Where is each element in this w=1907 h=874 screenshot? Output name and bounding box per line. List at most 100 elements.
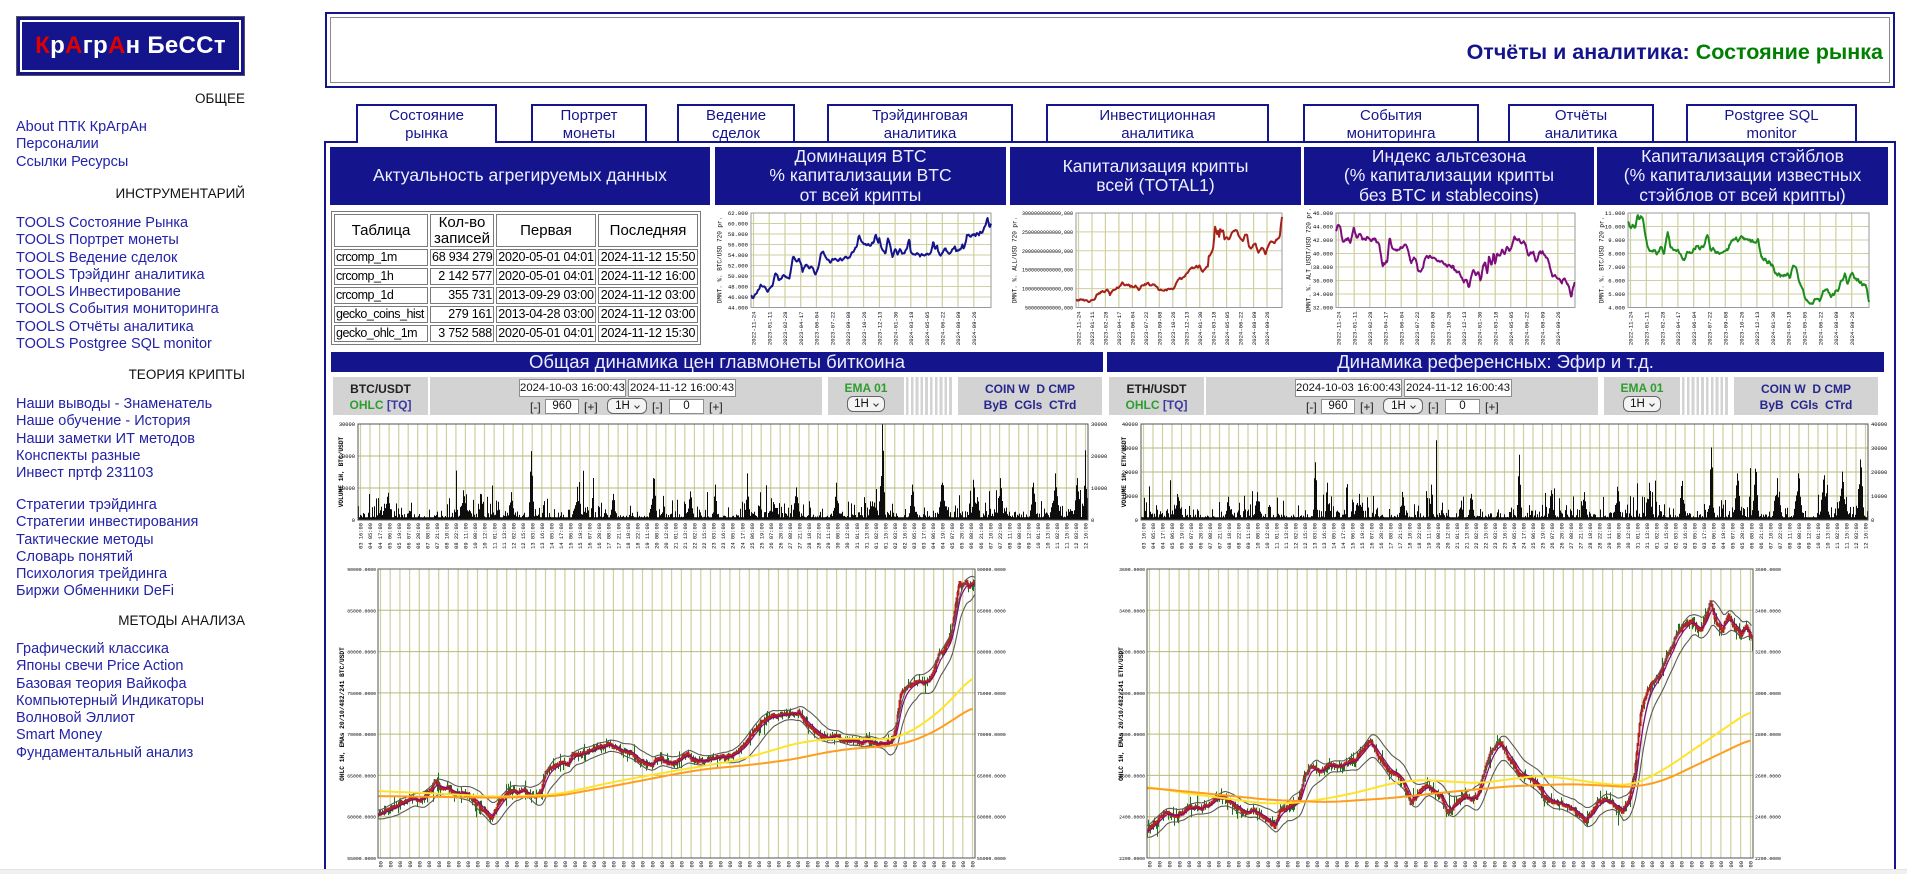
svg-text:02 03:00: 02 03:00 — [1674, 523, 1680, 549]
svg-text:DMNT. %. ALL/USD 720 pr.: DMNT. %. ALL/USD 720 pr. — [1012, 217, 1019, 303]
svg-text:02 03:00: 02 03:00 — [893, 523, 899, 549]
svg-text:80000.0000: 80000.0000 — [347, 650, 376, 656]
svg-text:02 16:00: 02 16:00 — [903, 523, 909, 549]
svg-text:09 00:00: 09 00:00 — [1017, 523, 1023, 549]
svg-text:2024-03-18: 2024-03-18 — [908, 312, 915, 346]
svg-text:06 07:00: 06 07:00 — [406, 523, 412, 549]
svg-text:52.000: 52.000 — [728, 263, 749, 270]
svg-text:15 06:00: 15 06:00 — [553, 861, 559, 874]
svg-text:12 15:00: 12 15:00 — [521, 523, 527, 549]
svg-text:2024-01-30: 2024-01-30 — [1197, 311, 1204, 345]
svg-text:05 20:00: 05 20:00 — [874, 861, 880, 874]
svg-text:05 07:00: 05 07:00 — [1731, 523, 1737, 549]
svg-text:10 12:00: 10 12:00 — [1265, 523, 1271, 549]
svg-text:55000.0000: 55000.0000 — [977, 856, 1006, 862]
svg-text:0: 0 — [352, 518, 355, 524]
svg-text:06 21:00: 06 21:00 — [979, 523, 985, 549]
svg-text:2022-11-24: 2022-11-24 — [1336, 311, 1343, 345]
svg-text:20 00:00: 20 00:00 — [1394, 861, 1400, 874]
svg-text:09 11:00: 09 11:00 — [464, 523, 470, 549]
svg-text:2400.0000: 2400.0000 — [1755, 815, 1781, 821]
svg-text:28 10:00: 28 10:00 — [1522, 861, 1528, 874]
svg-text:07 10:00: 07 10:00 — [893, 861, 899, 874]
svg-text:26 20:00: 26 20:00 — [728, 861, 734, 874]
svg-text:32.000: 32.000 — [1313, 305, 1334, 312]
svg-text:10000: 10000 — [339, 486, 355, 492]
svg-text:01 02:00: 01 02:00 — [806, 861, 812, 874]
svg-text:11 02:00: 11 02:00 — [1055, 523, 1061, 549]
svg-text:08 10:00: 08 10:00 — [456, 861, 462, 874]
svg-text:28 10:00: 28 10:00 — [1588, 523, 1594, 549]
svg-text:04 05:00: 04 05:00 — [388, 861, 394, 874]
svg-text:21 01:00: 21 01:00 — [1455, 523, 1461, 549]
svg-text:01 02:00: 01 02:00 — [874, 523, 880, 549]
svg-text:17 08:00: 17 08:00 — [607, 523, 613, 549]
svg-text:27 21:00: 27 21:00 — [1512, 861, 1518, 874]
svg-text:08 11:00: 08 11:00 — [1788, 523, 1794, 549]
svg-text:10.000: 10.000 — [1605, 224, 1626, 231]
svg-text:22 15:00: 22 15:00 — [1484, 523, 1490, 549]
svg-text:25 19:00: 25 19:00 — [1541, 523, 1547, 549]
svg-text:2022-11-24: 2022-11-24 — [1076, 311, 1083, 345]
svg-text:13 03:00: 13 03:00 — [524, 861, 530, 874]
svg-text:06 08:00: 06 08:00 — [969, 523, 975, 549]
svg-text:03 16:00: 03 16:00 — [359, 523, 365, 549]
svg-text:10 13:00: 10 13:00 — [1719, 861, 1725, 874]
svg-text:31 01:00: 31 01:00 — [855, 523, 861, 549]
svg-text:10 01:00: 10 01:00 — [1709, 861, 1715, 874]
svg-text:3000.0000: 3000.0000 — [1755, 691, 1781, 697]
svg-text:2600.0000: 2600.0000 — [1119, 773, 1145, 779]
svg-text:14 17:00: 14 17:00 — [544, 861, 550, 874]
svg-text:22 15:00: 22 15:00 — [702, 523, 708, 549]
svg-text:08 22:00: 08 22:00 — [1237, 523, 1243, 549]
svg-text:10 13:00: 10 13:00 — [1826, 523, 1832, 549]
svg-text:2023-02-28: 2023-02-28 — [1103, 312, 1110, 346]
svg-text:2023-06-04: 2023-06-04 — [1691, 311, 1698, 345]
svg-text:42.000: 42.000 — [1313, 237, 1334, 244]
svg-text:2024-01-30: 2024-01-30 — [892, 311, 899, 345]
svg-text:28 22:00: 28 22:00 — [817, 523, 823, 549]
svg-text:85000.0000: 85000.0000 — [977, 608, 1006, 614]
svg-text:2023-02-28: 2023-02-28 — [1367, 312, 1374, 346]
svg-text:02 03:00: 02 03:00 — [1591, 861, 1597, 874]
svg-text:23 16:00: 23 16:00 — [1453, 861, 1459, 874]
svg-text:1000000000000,000: 1000000000000,000 — [1022, 287, 1073, 293]
svg-text:25 19:00: 25 19:00 — [1483, 861, 1489, 874]
svg-text:10 00:00: 10 00:00 — [1256, 523, 1262, 549]
svg-text:12 03:00: 12 03:00 — [1854, 523, 1860, 549]
svg-text:17 21:00: 17 21:00 — [616, 523, 622, 549]
svg-text:12 02:00: 12 02:00 — [1276, 861, 1282, 874]
svg-text:29 11:00: 29 11:00 — [767, 861, 773, 874]
svg-text:3400.0000: 3400.0000 — [1755, 608, 1781, 614]
svg-text:29 11:00: 29 11:00 — [826, 523, 832, 549]
svg-text:09 11:00: 09 11:00 — [1236, 861, 1242, 874]
svg-text:10 00:00: 10 00:00 — [473, 523, 479, 549]
svg-text:24 05:00: 24 05:00 — [689, 861, 695, 874]
svg-text:30 12:00: 30 12:00 — [1552, 861, 1558, 874]
svg-text:3600.0000: 3600.0000 — [1755, 567, 1781, 573]
svg-text:2023-04-17: 2023-04-17 — [1116, 312, 1123, 346]
svg-text:31 13:00: 31 13:00 — [1645, 523, 1651, 549]
svg-text:15 19:00: 15 19:00 — [563, 861, 569, 874]
svg-text:13 16:00: 13 16:00 — [1322, 523, 1328, 549]
svg-text:09 12:00: 09 12:00 — [1807, 523, 1813, 549]
svg-text:09 11:00: 09 11:00 — [466, 861, 472, 874]
svg-text:2024-06-22: 2024-06-22 — [1237, 312, 1244, 346]
svg-text:60000.0000: 60000.0000 — [977, 815, 1006, 821]
svg-text:12 16:00: 12 16:00 — [1084, 523, 1090, 549]
svg-text:31 01:00: 31 01:00 — [1636, 523, 1642, 549]
svg-text:30 00:00: 30 00:00 — [836, 523, 842, 549]
svg-text:2023-06-04: 2023-06-04 — [814, 311, 821, 345]
svg-text:05 06:00: 05 06:00 — [408, 861, 414, 874]
svg-text:2023-04-17: 2023-04-17 — [1383, 312, 1390, 346]
svg-text:13 03:00: 13 03:00 — [1313, 523, 1319, 549]
svg-text:DMNT. %. BTC/USD 720 pr.: DMNT. %. BTC/USD 720 pr. — [717, 217, 724, 303]
svg-text:80000.0000: 80000.0000 — [977, 650, 1006, 656]
svg-text:15 06:00: 15 06:00 — [569, 523, 575, 549]
svg-text:2200.0000: 2200.0000 — [1119, 856, 1145, 862]
svg-text:05 20:00: 05 20:00 — [1740, 523, 1746, 549]
svg-text:25 06:00: 25 06:00 — [750, 523, 756, 549]
svg-text:2024-09-26: 2024-09-26 — [971, 312, 978, 346]
svg-text:7.000: 7.000 — [1608, 264, 1625, 271]
svg-text:13 16:00: 13 16:00 — [534, 861, 540, 874]
